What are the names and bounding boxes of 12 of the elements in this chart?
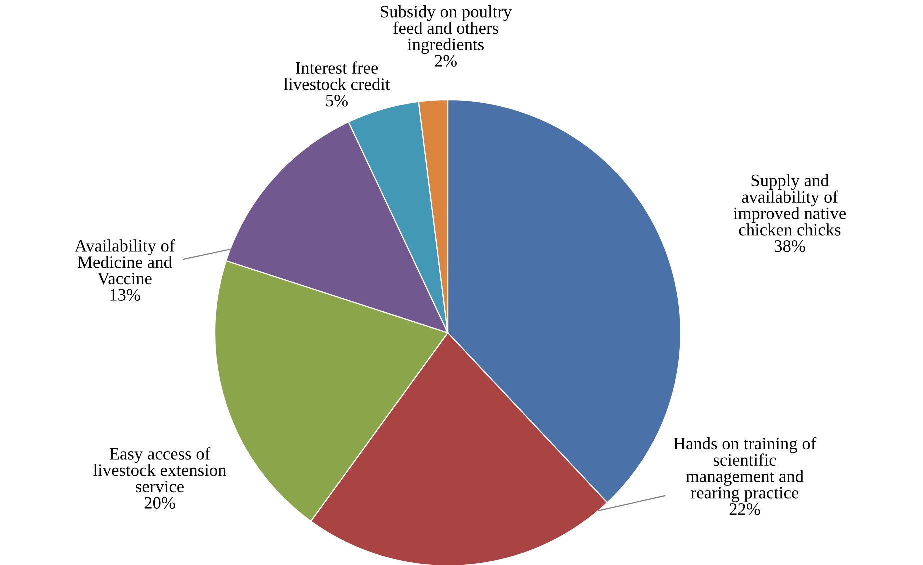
slice-label: Hands on training of scientific management and rearing practice — [674, 437, 817, 502]
data-label: 20% — [144, 497, 176, 510]
data-label: 13% — [110, 289, 140, 302]
slice-label: Supply and availability of improved native chicken chicks — [734, 174, 846, 236]
data-label: 2% — [435, 55, 457, 67]
slice-label: Subsidy on poultry feed and others ingredients — [381, 6, 512, 54]
data-label: 38% — [774, 240, 806, 252]
slice-label: Interest free livestock credit — [284, 62, 390, 90]
slice-label: Easy access of livestock extension service — [94, 447, 227, 493]
data-label: 5% — [326, 94, 348, 107]
data-label: 22% — [730, 503, 760, 516]
slice-label: Availability of Medicine and Vaccine — [74, 239, 176, 285]
